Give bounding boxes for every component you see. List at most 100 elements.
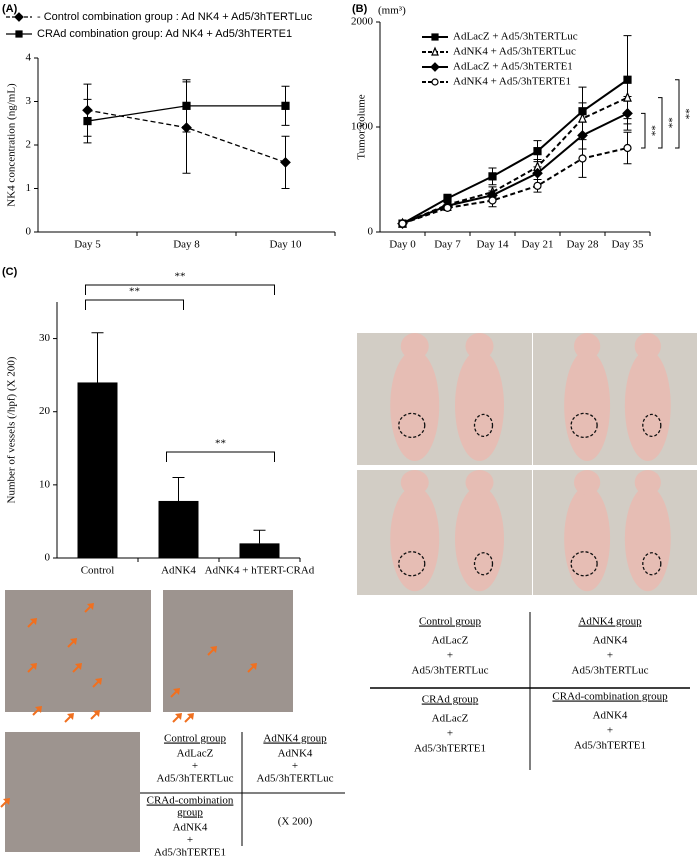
error-bar — [253, 529, 266, 544]
arrow-head — [67, 713, 74, 720]
arrow-head — [3, 798, 10, 805]
micrograph — [5, 732, 140, 852]
group-line: AdLacZ — [432, 635, 469, 647]
legend-label: AdLacZ + Ad5/3hTERTE1 — [453, 61, 573, 73]
marker — [281, 101, 290, 110]
arrow-head — [75, 663, 82, 670]
x-tick-label: AdNK4 — [161, 565, 196, 577]
y-axis-unit: (mm³) — [378, 5, 406, 17]
marker — [533, 147, 542, 156]
mouse-body — [624, 486, 671, 592]
group-line: + — [607, 725, 613, 737]
significance-label: ** — [215, 438, 226, 450]
marker — [488, 172, 497, 181]
arrow-head — [30, 663, 37, 670]
bar — [239, 543, 280, 558]
group-line: + — [292, 760, 298, 772]
significance-label: ** — [679, 108, 691, 119]
group-title: group — [177, 807, 203, 819]
significance-bracket — [85, 284, 275, 295]
group-line: Ad5/3hTERTE1 — [154, 847, 226, 858]
group-title: Control group — [164, 733, 227, 745]
mouse-head — [465, 333, 494, 360]
arrow-head — [210, 646, 217, 653]
x-tick-label: Day 0 — [389, 239, 416, 251]
tumor-circle — [398, 551, 426, 577]
marker — [622, 108, 633, 119]
marker — [533, 181, 542, 190]
marker — [431, 33, 439, 41]
significance-bracket — [166, 451, 275, 462]
marker — [181, 122, 192, 133]
group-line: Ad5/3hTERTLuc — [572, 665, 649, 677]
mouse-body — [624, 350, 671, 462]
marker — [443, 203, 452, 212]
group-title: CRAd group — [422, 694, 479, 706]
x-tick-label: Day 28 — [566, 239, 599, 251]
significance-label: ** — [645, 125, 657, 136]
group-title: AdNK4 group — [578, 616, 642, 628]
error-bar — [91, 332, 104, 383]
y-tick-label: 2 — [26, 139, 32, 151]
x-tick-label: Day 10 — [269, 239, 302, 251]
significance-label: ** — [129, 286, 140, 298]
marker — [15, 30, 23, 38]
tumor-circle — [570, 551, 598, 577]
marker — [578, 112, 587, 123]
significance-bracket — [675, 79, 680, 149]
arrow-head — [175, 713, 182, 720]
mouse-body — [564, 486, 611, 592]
arrow-head — [70, 638, 77, 645]
y-tick-label: 3 — [26, 95, 32, 107]
marker — [398, 219, 407, 228]
panel-label: (B) — [352, 3, 368, 15]
mouse-head — [634, 333, 661, 360]
mouse-head — [574, 333, 601, 360]
marker — [431, 78, 439, 86]
group-line: AdLacZ — [177, 748, 214, 760]
legend-label: CRAd combination group: Ad NK4 + Ad5/3hT… — [37, 28, 292, 40]
tumor-circle — [473, 552, 494, 576]
marker — [431, 46, 439, 56]
marker — [430, 62, 440, 72]
marker — [182, 101, 191, 110]
tumor-circle — [642, 552, 662, 576]
arrow-head — [30, 618, 37, 625]
significance-label: ** — [662, 117, 674, 128]
group-line: + — [447, 650, 453, 662]
x-tick-label: Day 35 — [611, 239, 644, 251]
group-line: AdNK4 — [278, 748, 313, 760]
y-tick-label: 10 — [39, 478, 51, 490]
y-axis-label: Number of vessels (/hpf) (X 200) — [6, 356, 18, 503]
mouse-photo — [533, 333, 697, 465]
group-line: AdNK4 — [593, 710, 628, 722]
y-tick-label: 2000 — [351, 16, 374, 28]
mouse-body — [455, 486, 504, 592]
marker — [578, 154, 587, 163]
group-title: AdNK4 group — [263, 733, 327, 745]
marker — [623, 143, 632, 153]
tumor-circle — [570, 412, 598, 439]
tumor-circle — [642, 413, 662, 438]
series-line — [402, 147, 628, 225]
group-title: CRAd-combination — [147, 795, 234, 807]
micrograph — [163, 590, 293, 712]
y-tick-label: 30 — [39, 332, 51, 344]
y-tick-label: 0 — [26, 226, 32, 238]
arrow-head — [187, 713, 194, 720]
group-title: CRAd-combination group — [552, 691, 668, 703]
group-line: AdLacZ — [432, 713, 469, 725]
y-axis-label: Tumor volume — [356, 94, 368, 159]
arrow-head — [35, 706, 42, 713]
marker — [577, 130, 588, 141]
mouse-head — [634, 470, 661, 495]
mouse-head — [574, 470, 601, 495]
x-tick-label: Day 14 — [476, 239, 509, 251]
group-line: Ad5/3hTERTLuc — [257, 773, 334, 785]
arrow-head — [173, 688, 180, 695]
x-tick-label: Day 7 — [434, 239, 461, 251]
mouse-photo — [357, 333, 532, 465]
significance-label: ** — [175, 271, 186, 283]
